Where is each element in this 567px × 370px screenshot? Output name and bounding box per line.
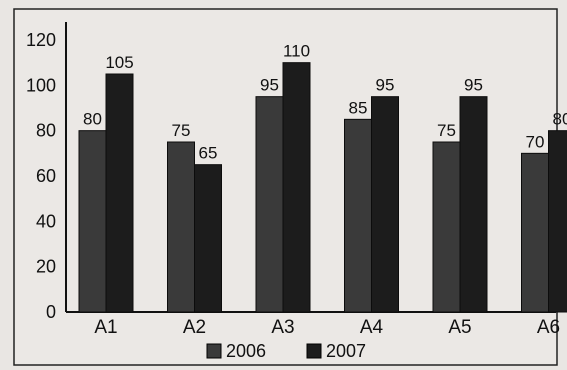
y-tick-label-60: 60 <box>36 166 56 186</box>
bar-a5-2007 <box>459 96 488 313</box>
x-tick-label-a3: A3 <box>271 317 294 338</box>
legend-swatch-2007 <box>306 343 322 359</box>
y-tick-label-80: 80 <box>36 121 56 141</box>
bar-a6-2006 <box>521 152 549 313</box>
y-tick-label-20: 20 <box>36 257 56 277</box>
y-tick-label-40: 40 <box>36 211 56 231</box>
data-label-a5-2006: 75 <box>437 121 456 140</box>
data-label-a3-2006: 95 <box>260 76 279 95</box>
y-tick-label-120: 120 <box>26 30 56 50</box>
bar-a6-2007 <box>548 130 567 313</box>
y-tick-label-100: 100 <box>26 75 56 95</box>
x-tick-label-a5: A5 <box>448 317 471 338</box>
data-label-a5-2007: 95 <box>464 76 483 95</box>
data-label-a1-2007: 105 <box>105 53 133 72</box>
plot-area: 02040608010012080105A17565A295110A38595A… <box>26 22 567 338</box>
bar-a2-2007 <box>194 164 222 313</box>
data-label-a6-2007: 80 <box>553 110 567 129</box>
data-label-a2-2006: 75 <box>172 121 191 140</box>
data-label-a4-2006: 85 <box>349 98 368 117</box>
x-tick-label-a1: A1 <box>94 317 117 338</box>
bar-a4-2007 <box>371 96 399 313</box>
legend: 2006 2007 <box>206 341 366 361</box>
bar-a4-2006 <box>344 118 372 313</box>
y-tick-label-0: 0 <box>46 302 56 322</box>
bar-a5-2006 <box>432 141 461 313</box>
legend-label-2007: 2007 <box>326 341 366 361</box>
data-label-a4-2007: 95 <box>376 76 395 95</box>
data-label-a2-2007: 65 <box>199 144 218 163</box>
x-tick-label-a2: A2 <box>183 317 206 338</box>
data-label-a1-2006: 80 <box>83 110 102 129</box>
data-label-a6-2006: 70 <box>526 132 545 151</box>
bar-a1-2007 <box>105 73 134 313</box>
legend-label-2006: 2006 <box>226 341 266 361</box>
bar-a3-2007 <box>282 62 311 313</box>
x-tick-label-a4: A4 <box>360 317 384 338</box>
bar-a3-2006 <box>255 96 284 313</box>
bar-a1-2006 <box>78 130 107 313</box>
bar-a2-2006 <box>167 141 195 313</box>
legend-swatch-2006 <box>206 343 222 359</box>
x-tick-label-a6: A6 <box>537 317 560 338</box>
data-label-a3-2007: 110 <box>283 42 310 61</box>
